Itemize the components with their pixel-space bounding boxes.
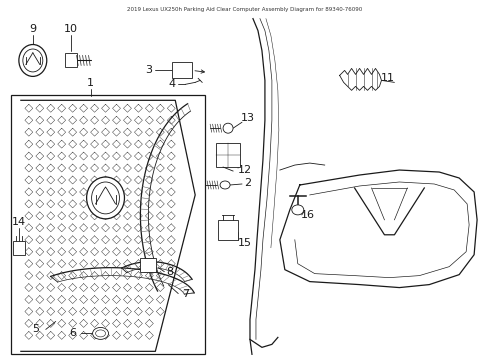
Text: 4: 4: [169, 79, 176, 89]
Bar: [65, 54, 76, 67]
Text: 7: 7: [182, 289, 189, 298]
Text: 6: 6: [69, 328, 76, 338]
Ellipse shape: [87, 177, 124, 219]
Text: 8: 8: [167, 267, 174, 276]
Text: 9: 9: [29, 24, 36, 33]
Text: 2019 Lexus UX250h Parking Aid Clear Computer Assembly Diagram for 89340-76090: 2019 Lexus UX250h Parking Aid Clear Comp…: [127, 7, 363, 12]
Bar: [13, 241, 25, 255]
Ellipse shape: [292, 205, 304, 215]
Text: 15: 15: [238, 238, 252, 248]
Bar: [216, 143, 240, 167]
Text: 11: 11: [380, 73, 394, 84]
Text: 2: 2: [245, 178, 251, 188]
Text: 3: 3: [145, 66, 152, 76]
Ellipse shape: [223, 123, 233, 133]
Text: 12: 12: [238, 165, 252, 175]
Bar: [218, 220, 238, 240]
Text: 13: 13: [241, 113, 255, 123]
Text: 1: 1: [87, 78, 94, 88]
Text: 14: 14: [12, 217, 26, 227]
Bar: [11, 95, 205, 354]
Bar: [141, 258, 156, 272]
Text: 10: 10: [64, 24, 78, 33]
Ellipse shape: [220, 181, 230, 189]
Text: 16: 16: [301, 210, 315, 220]
Bar: [172, 62, 192, 78]
Ellipse shape: [93, 328, 108, 339]
Text: 5: 5: [32, 324, 39, 334]
Ellipse shape: [19, 45, 47, 76]
